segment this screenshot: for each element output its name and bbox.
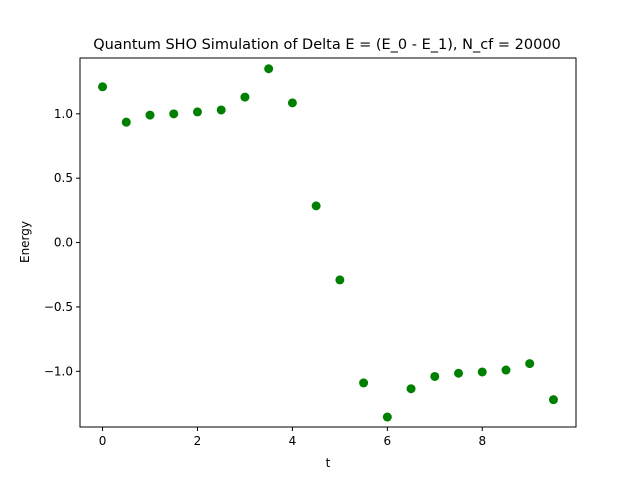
y-axis-label: Energy: [18, 221, 32, 263]
x-tick-label: 2: [194, 434, 202, 448]
x-axis-label: t: [326, 456, 331, 470]
data-point: [382, 412, 392, 422]
data-point: [169, 109, 179, 119]
x-tick-label: 4: [289, 434, 297, 448]
data-point: [98, 82, 108, 92]
axes-frame: [79, 57, 577, 428]
data-point: [501, 365, 511, 375]
data-point: [525, 359, 535, 369]
data-point: [454, 368, 464, 378]
data-point: [311, 201, 321, 211]
y-tick-label: −0.5: [44, 300, 73, 314]
y-tick-label: 0.5: [54, 171, 73, 185]
x-tick-label: 8: [478, 434, 486, 448]
y-tick-label: −1.0: [44, 364, 73, 378]
y-tick-label: 1.0: [54, 107, 73, 121]
axis-ticks: 0 2 4 6 8 −1.0 −0.5 0.0 0.5 1.0: [44, 107, 486, 448]
data-point: [335, 275, 345, 285]
data-point: [477, 367, 487, 377]
x-tick-label: 0: [99, 434, 107, 448]
data-point: [406, 384, 416, 394]
data-point: [216, 105, 226, 115]
y-tick-label: 0.0: [54, 236, 73, 250]
data-point: [359, 378, 369, 388]
data-point: [430, 371, 440, 381]
data-point: [145, 110, 155, 120]
data-point: [264, 64, 274, 74]
x-tick-label: 6: [384, 434, 392, 448]
data-points: [98, 64, 558, 422]
data-point: [240, 92, 250, 102]
data-point: [287, 98, 297, 108]
chart-title: Quantum SHO Simulation of Delta E = (E_0…: [93, 37, 561, 53]
data-point: [548, 395, 558, 405]
data-point: [121, 117, 131, 127]
data-point: [192, 107, 202, 117]
